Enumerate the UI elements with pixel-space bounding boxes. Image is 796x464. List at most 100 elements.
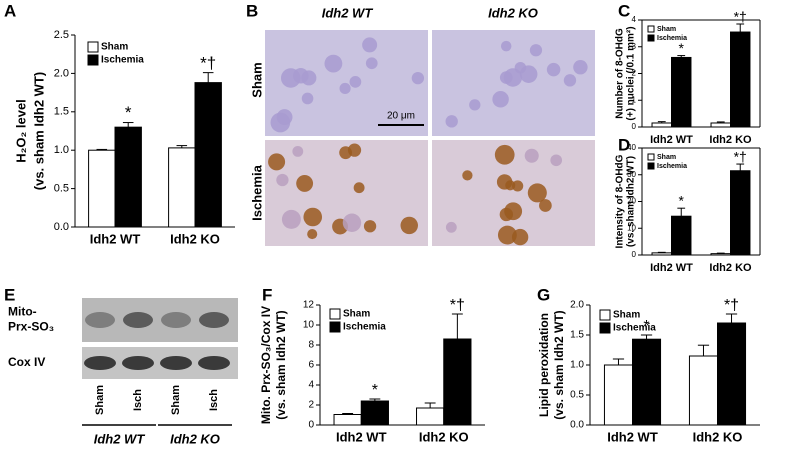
western-blot: Sham Isch Sham Isch Mito-Prx-SO₃ Cox IV Idh2 W… <box>8 298 238 446</box>
cell-nucleus <box>492 91 509 108</box>
legend-label: Sham <box>657 26 676 33</box>
cell-nucleus <box>511 228 529 246</box>
cell-nucleus <box>499 71 513 84</box>
cell-nucleus <box>307 229 318 240</box>
x-tick-label: Idh2 WT <box>336 429 387 444</box>
cell-nucleus <box>276 173 289 187</box>
y-axis-label: Number of 8-OHdG <box>615 28 626 119</box>
cell-nucleus <box>292 145 304 157</box>
bar <box>168 147 196 228</box>
y-tick-label: 20 <box>627 197 636 206</box>
legend-swatch <box>87 54 99 66</box>
y-tick-label: 10 <box>627 223 636 232</box>
cell-nucleus <box>529 44 543 57</box>
bar <box>671 215 692 256</box>
cell-nucleus <box>411 71 425 85</box>
x-tick-label: Idh2 KO <box>419 429 469 444</box>
panel-letter: C <box>618 1 630 20</box>
legend-swatch <box>647 153 655 161</box>
y-tick-label: 6 <box>308 360 314 371</box>
legend-swatch <box>647 34 655 42</box>
column-header: Idh2 KO <box>488 5 538 20</box>
y-tick-label: 2.0 <box>570 300 584 311</box>
legend-label: Ischemia <box>657 35 687 42</box>
x-tick-label: Idh2 WT <box>607 429 658 444</box>
blot-band <box>85 312 115 328</box>
row-header: Sham <box>249 62 264 97</box>
column-header: Idh2 WT <box>322 5 374 20</box>
y-axis-label: H₂O₂ level <box>13 99 28 163</box>
significance-mark: * <box>125 103 132 122</box>
cell-nucleus <box>500 40 512 52</box>
legend-label: Sham <box>343 309 370 320</box>
significance-mark: *† <box>734 8 747 24</box>
bar <box>360 400 389 426</box>
y-axis-label: Lipid peroxidation <box>537 313 551 417</box>
bar <box>632 338 662 426</box>
cell-nucleus <box>270 112 291 133</box>
y-tick-label: 8 <box>308 340 314 351</box>
significance-mark: * <box>643 318 649 335</box>
cell-nucleus <box>365 57 378 70</box>
cell-nucleus <box>296 174 314 192</box>
bar <box>651 122 673 128</box>
cell-nucleus <box>339 82 351 95</box>
y-tick-label: 1.5 <box>54 106 69 118</box>
cell-nucleus <box>563 74 577 87</box>
y-tick-label: 2.0 <box>54 67 69 79</box>
panel-letter: G <box>537 285 550 304</box>
panel-letter: E <box>4 285 15 304</box>
x-tick-label: Idh2 KO <box>170 231 220 246</box>
lane-label: Isch <box>132 389 144 411</box>
y-tick-label: 0 <box>632 122 637 131</box>
row-label: Prx-SO₃ <box>8 320 54 334</box>
cell-nucleus <box>539 199 552 212</box>
bar <box>114 126 142 228</box>
y-tick-label: 4 <box>632 15 637 24</box>
legend-label: Ischemia <box>343 322 386 333</box>
lane-label: Sham <box>170 385 182 415</box>
cell-nucleus <box>400 216 418 235</box>
y-axis-label: (vs. sham Idh2 WT) <box>274 310 288 419</box>
cell-nucleus <box>524 148 539 163</box>
cell-nucleus <box>349 75 362 88</box>
y-tick-label: 40 <box>627 143 636 152</box>
y-tick-label: 0 <box>308 420 314 431</box>
legend-label: Sham <box>613 310 640 321</box>
blot-band <box>84 356 116 370</box>
y-tick-label: 0.0 <box>570 420 584 431</box>
cell-nucleus <box>573 60 588 75</box>
legend-swatch <box>87 41 99 53</box>
bar <box>710 122 732 128</box>
legend-swatch <box>329 321 341 333</box>
cell-nucleus <box>353 182 365 194</box>
significance-mark: * <box>679 40 685 56</box>
bar <box>730 170 751 256</box>
significance-mark: *† <box>734 148 747 164</box>
x-tick-label: Idh2 KO <box>709 262 752 274</box>
legend-swatch <box>599 322 611 334</box>
cell-nucleus <box>342 213 362 232</box>
y-tick-label: 10 <box>303 320 315 331</box>
panel-letter: B <box>246 1 258 20</box>
cell-nucleus <box>363 220 377 233</box>
cell-nucleus <box>281 209 301 229</box>
y-tick-label: 4 <box>308 380 314 391</box>
legend-swatch <box>647 162 655 170</box>
cell-nucleus <box>527 183 547 203</box>
cell-nucleus <box>293 67 309 84</box>
significance-mark: *† <box>200 53 216 72</box>
panel-letter: A <box>4 1 16 20</box>
y-tick-label: 2.5 <box>54 29 69 41</box>
cell-nucleus <box>497 225 517 245</box>
y-axis-label: (vs. sham Idh2 WT) <box>31 72 46 190</box>
cell-nucleus <box>268 153 286 171</box>
legend-label: Ischemia <box>101 55 144 66</box>
y-tick-label: 1.5 <box>570 330 584 341</box>
x-tick-label: Idh2 WT <box>650 134 693 146</box>
legend-swatch <box>599 309 611 321</box>
bar <box>194 82 222 228</box>
bar <box>603 364 634 426</box>
significance-mark: *† <box>450 297 465 314</box>
